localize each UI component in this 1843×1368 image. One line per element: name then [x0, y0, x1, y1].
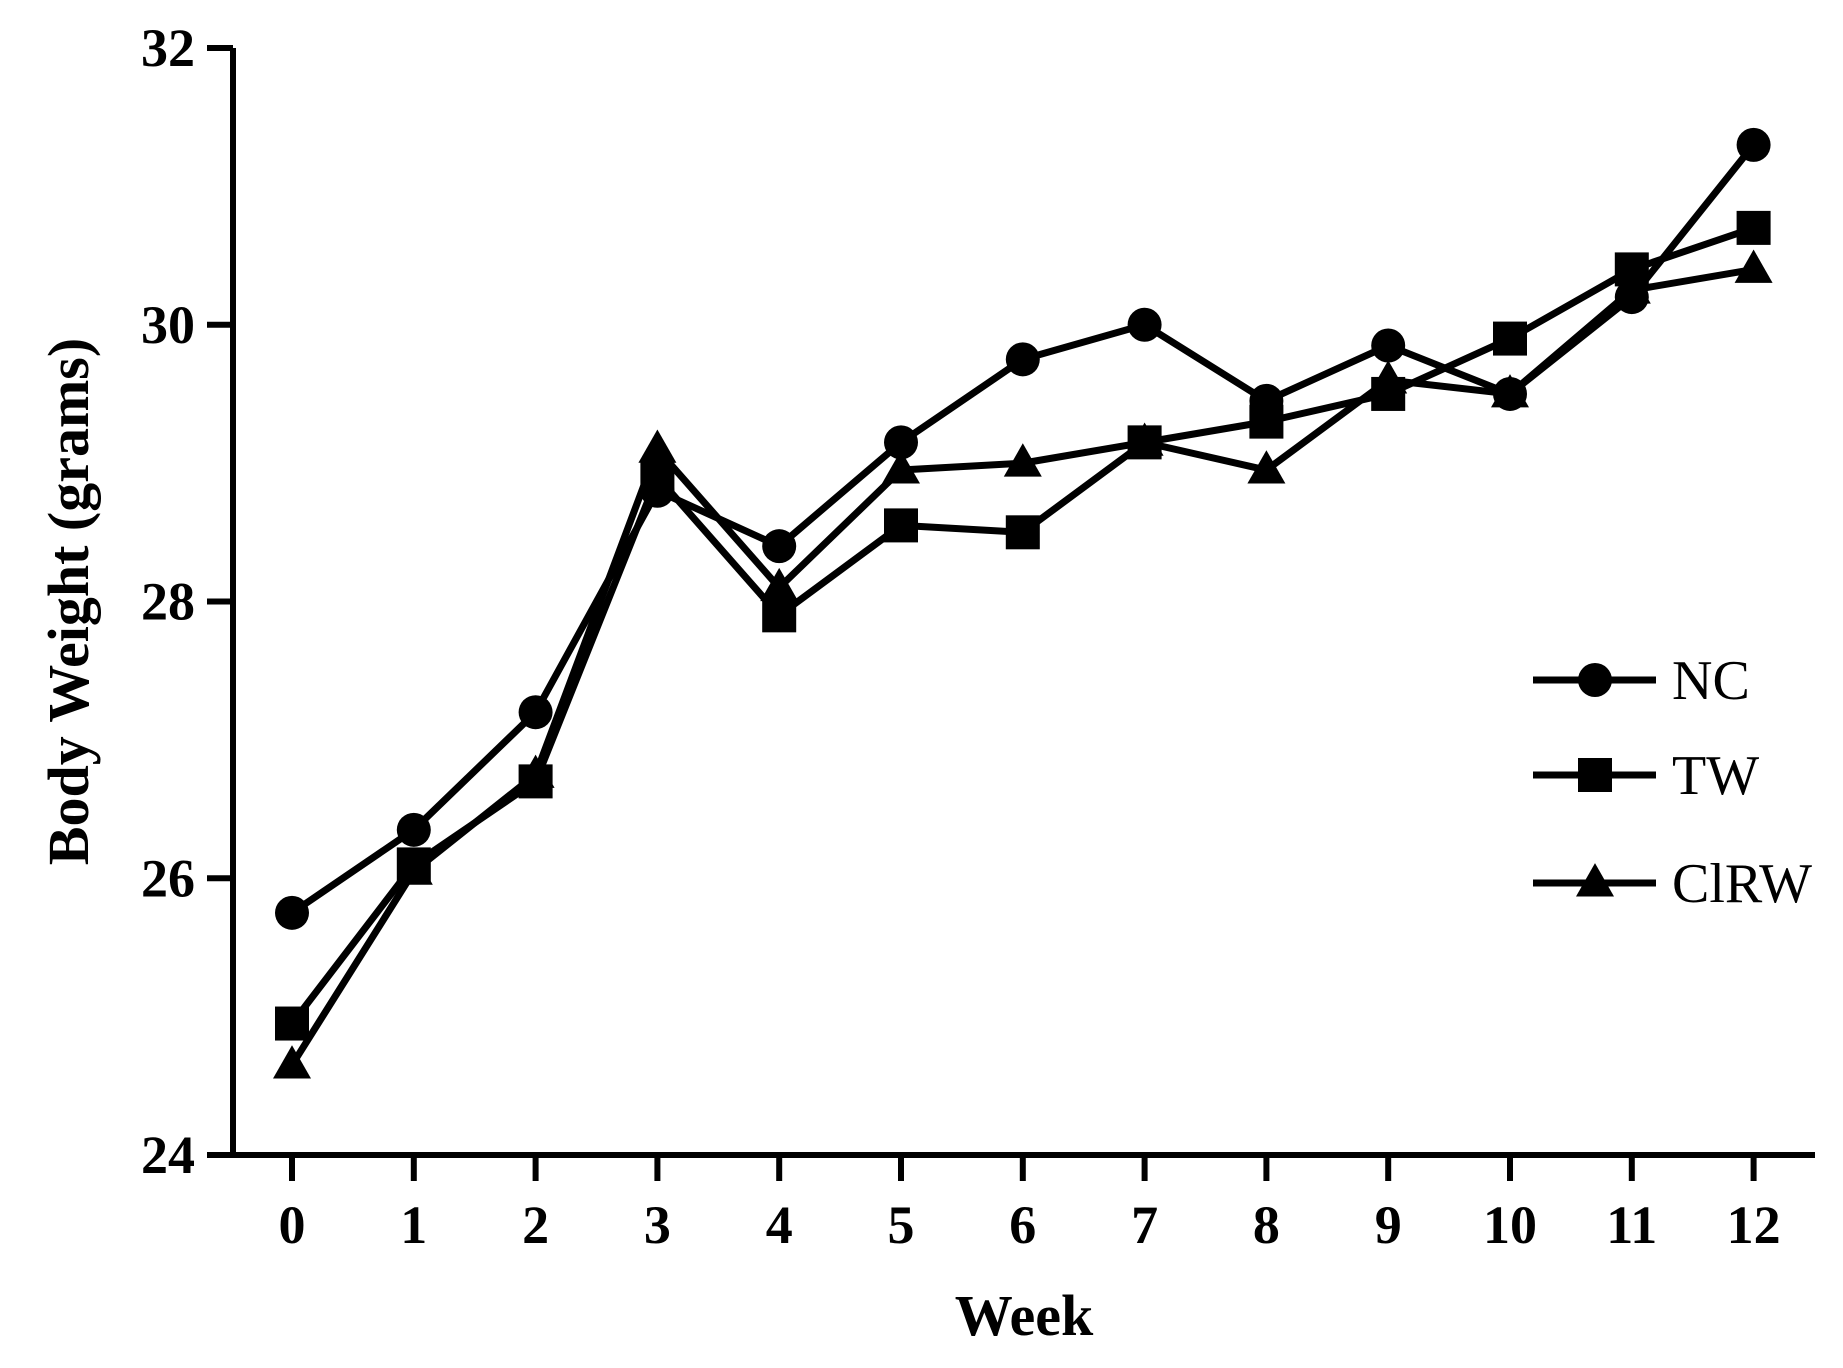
x-tick-label: 3: [644, 1195, 671, 1255]
data-point: [1249, 404, 1284, 439]
data-point: [882, 450, 920, 484]
data-point: [1003, 443, 1042, 477]
x-tick-label: 12: [1727, 1195, 1781, 1255]
y-tick-label: 30: [141, 295, 195, 355]
data-point: [762, 529, 797, 564]
series-layer: [273, 127, 1773, 1079]
data-point: [1736, 210, 1771, 245]
data-point: [518, 695, 553, 730]
x-ticks: 0 1 2 3 4 5 6 7 8 9 10 11 12: [279, 1155, 1781, 1255]
data-point: [760, 567, 799, 602]
data-point: [1734, 249, 1773, 283]
legend: NC TW ClRW: [1533, 650, 1812, 915]
data-point: [1736, 127, 1771, 162]
y-tick-label: 26: [141, 848, 195, 908]
data-point: [1612, 270, 1651, 304]
data-point: [273, 1045, 311, 1079]
data-point: [638, 429, 677, 463]
data-point: [884, 425, 918, 460]
data-point: [1371, 328, 1406, 363]
y-tick-label: 28: [141, 572, 195, 632]
data-point: [762, 598, 797, 633]
x-tick-label: 1: [400, 1195, 427, 1255]
y-tick-label: 24: [141, 1125, 195, 1185]
data-point: [1369, 360, 1408, 394]
data-point: [396, 812, 431, 847]
y-axis-title: Body Weight (grams): [36, 338, 101, 865]
data-point: [275, 895, 309, 930]
x-tick-label: 9: [1375, 1195, 1402, 1255]
legend-label: ClRW: [1672, 853, 1812, 915]
legend-marker: [1576, 863, 1614, 897]
data-point: [1493, 321, 1527, 356]
data-point: [1005, 515, 1040, 550]
legend-item-nc: NC: [1533, 650, 1750, 712]
data-point: [1005, 342, 1040, 377]
legend-item-clrw: ClRW: [1533, 853, 1812, 915]
x-tick-label: 4: [766, 1195, 793, 1255]
data-point: [275, 1006, 309, 1041]
x-tick-label: 6: [1009, 1195, 1036, 1255]
x-tick-label: 7: [1131, 1195, 1158, 1255]
x-tick-label: 10: [1483, 1195, 1537, 1255]
series-clrw: [273, 249, 1773, 1079]
x-tick-label: 0: [279, 1195, 306, 1255]
x-tick-label: 8: [1253, 1195, 1280, 1255]
x-tick-label: 2: [522, 1195, 549, 1255]
data-point: [516, 754, 555, 788]
x-tick-label: 11: [1606, 1195, 1657, 1255]
data-point: [394, 851, 433, 885]
data-point: [1247, 450, 1286, 484]
data-point: [1127, 307, 1162, 342]
x-axis-title: Week: [955, 1283, 1094, 1348]
series-tw: [275, 210, 1771, 1041]
series-line: [289, 265, 1755, 1067]
legend-item-tw: TW: [1533, 745, 1759, 807]
x-tick-label: 5: [888, 1195, 915, 1255]
legend-label: TW: [1672, 745, 1759, 807]
data-point: [1125, 422, 1164, 456]
legend-marker: [1578, 758, 1612, 792]
legend-marker: [1578, 663, 1612, 697]
data-point: [884, 508, 918, 543]
y-tick-label: 32: [141, 18, 195, 78]
legend-label: NC: [1672, 650, 1750, 712]
y-ticks: 24 26 28 30 32: [141, 18, 233, 1185]
data-point: [1491, 374, 1529, 408]
